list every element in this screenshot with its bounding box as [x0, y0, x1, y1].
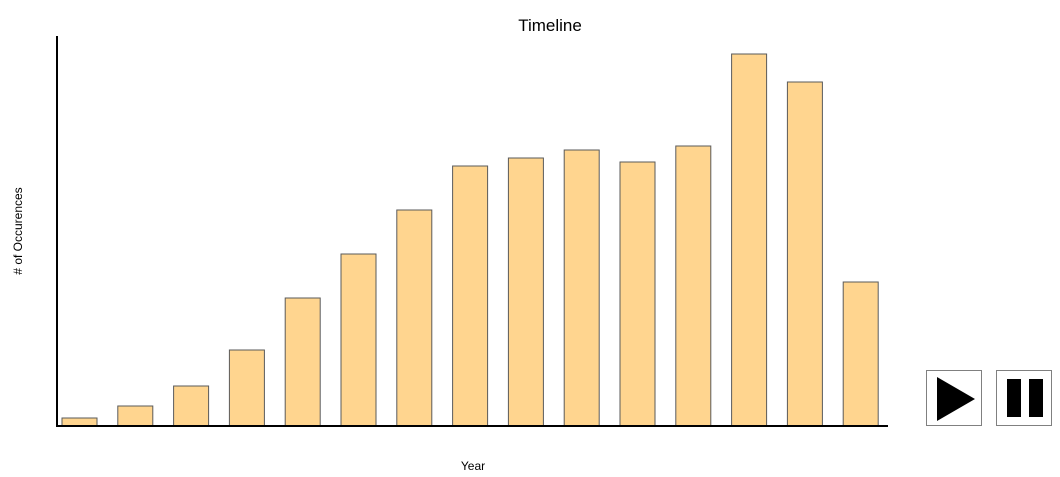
bar-14: [786, 81, 823, 427]
bar-11: [619, 161, 656, 427]
bars-group: [61, 53, 879, 427]
bar-15: [842, 281, 879, 427]
bar-3: [173, 385, 210, 427]
chart-title: Timeline: [518, 16, 582, 35]
bar-6: [340, 253, 377, 427]
play-icon: [937, 377, 975, 421]
bar-5: [284, 297, 321, 427]
pause-button[interactable]: [996, 370, 1052, 426]
bar-13: [731, 53, 768, 427]
bar-9: [507, 157, 544, 427]
bar-1: [61, 417, 98, 427]
bar-7: [396, 209, 433, 427]
bar-2: [117, 405, 154, 427]
bar-8: [452, 165, 489, 427]
bar-10: [563, 149, 600, 427]
pause-icon: [1007, 379, 1043, 417]
bar-12: [675, 145, 712, 427]
y-axis-label: # of Occurences: [11, 187, 25, 274]
bar-4: [228, 349, 265, 427]
x-axis-label: Year: [461, 459, 485, 473]
play-button[interactable]: [926, 370, 982, 426]
